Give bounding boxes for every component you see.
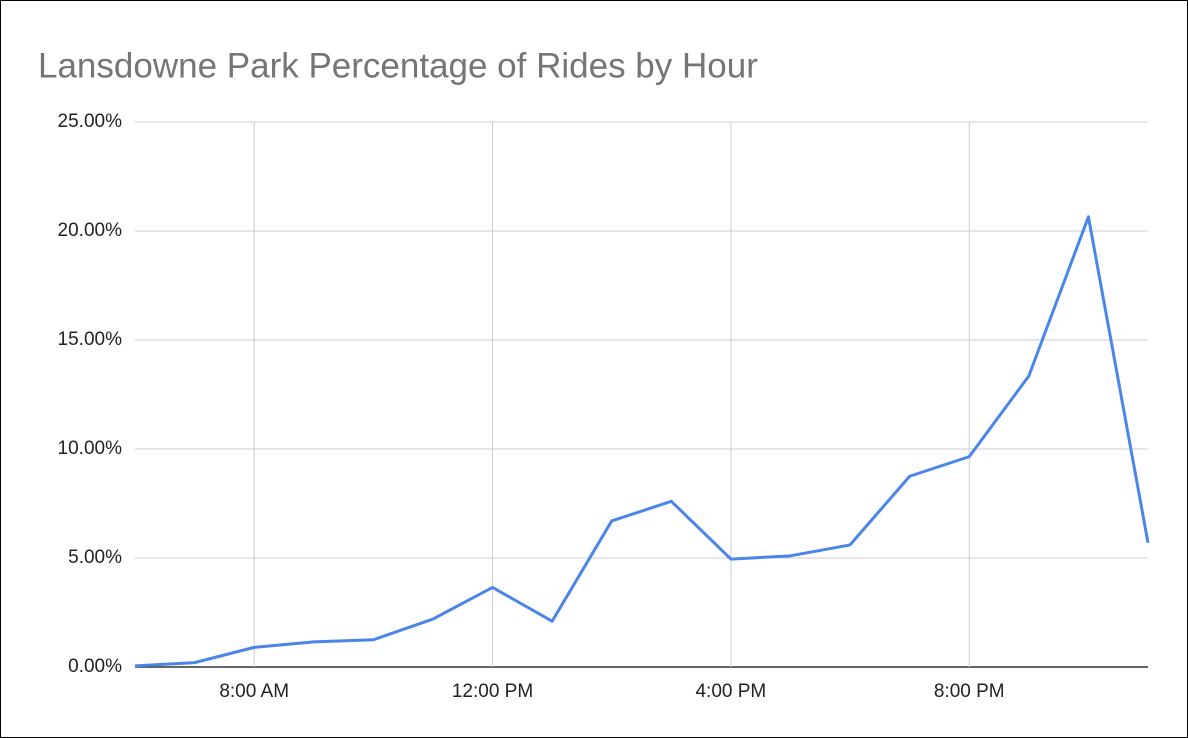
data-line <box>134 215 1150 668</box>
y-tick-label: 0.00% <box>68 656 122 677</box>
x-tick-label: 4:00 PM <box>695 681 766 702</box>
y-tick-label: 20.00% <box>58 220 123 241</box>
y-tick-label: 10.00% <box>58 438 123 459</box>
y-tick-label: 15.00% <box>58 329 123 350</box>
x-tick-label: 8:00 PM <box>934 681 1005 702</box>
x-tick-label: 12:00 PM <box>452 681 533 702</box>
x-tick-label: 8:00 AM <box>219 681 289 702</box>
y-tick-label: 25.00% <box>58 111 123 132</box>
y-tick-label: 5.00% <box>68 547 122 568</box>
chart-title: Lansdowne Park Percentage of Rides by Ho… <box>38 46 758 85</box>
